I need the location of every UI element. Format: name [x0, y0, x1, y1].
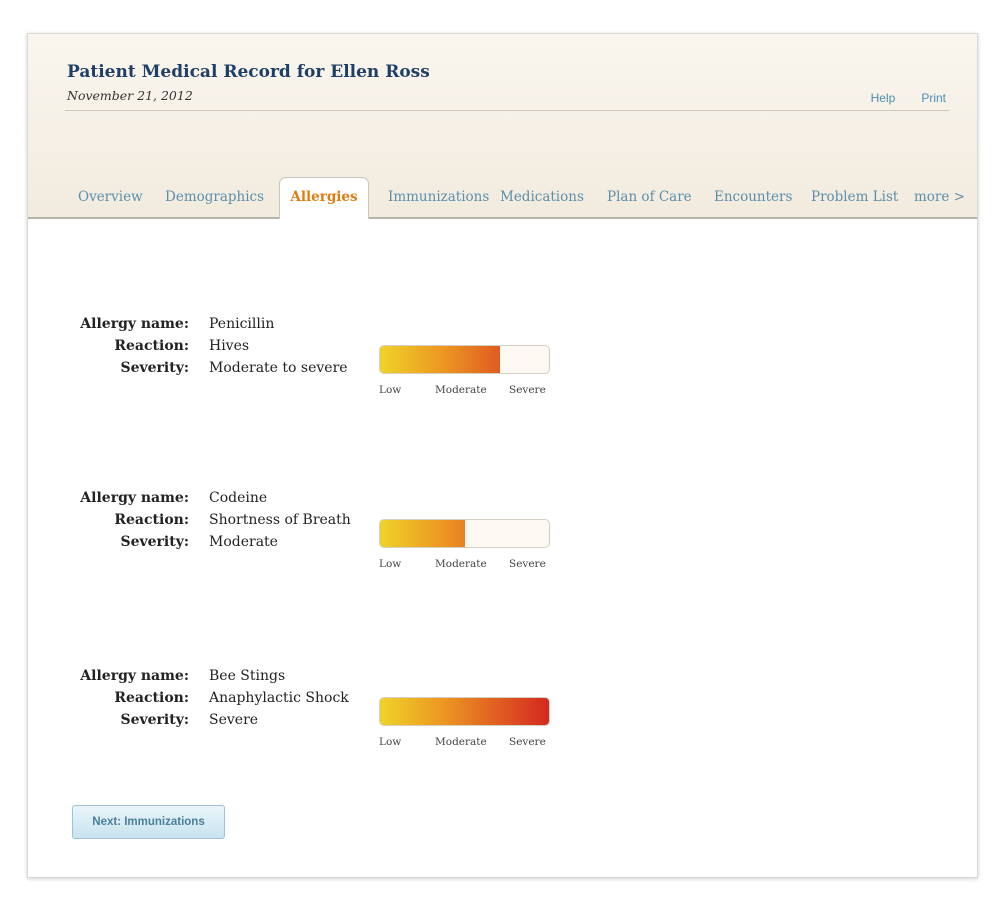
header-divider	[65, 110, 949, 111]
utility-links: Help Print	[871, 91, 946, 105]
allergy-name-value: Penicillin	[209, 316, 275, 332]
severity-label: Severity:	[120, 534, 189, 550]
tab-problem-list[interactable]: Problem List	[811, 189, 899, 205]
reaction-value: Hives	[209, 338, 250, 354]
allergy-name-value: Bee Stings	[209, 668, 286, 684]
allergy-entry: Allergy name: Penicillin Reaction: Hives…	[28, 316, 977, 416]
severity-scale-moderate: Moderate	[435, 736, 487, 748]
severity-meter-fill	[380, 698, 549, 725]
severity-scale-low: Low	[379, 558, 402, 570]
severity-scale-severe: Severe	[509, 558, 546, 570]
next-immunizations-button[interactable]: Next: Immunizations	[72, 805, 225, 839]
medical-record-card: Patient Medical Record for Ellen Ross No…	[27, 33, 978, 878]
allergy-entry: Allergy name: Codeine Reaction: Shortnes…	[28, 490, 977, 590]
severity-meter	[379, 697, 550, 726]
tab-medications[interactable]: Medications	[500, 189, 584, 205]
severity-scale-moderate: Moderate	[435, 384, 487, 396]
tab-immunizations[interactable]: Immunizations	[388, 189, 490, 205]
allergy-entry: Allergy name: Bee Stings Reaction: Anaph…	[28, 668, 977, 768]
tab-overview[interactable]: Overview	[78, 189, 143, 205]
severity-value: Moderate to severe	[209, 360, 348, 376]
reaction-label: Reaction:	[114, 338, 189, 354]
severity-meter	[379, 519, 550, 548]
tab-allergies[interactable]: Allergies	[279, 177, 369, 219]
record-header: Patient Medical Record for Ellen Ross No…	[28, 34, 977, 219]
severity-scale-severe: Severe	[509, 736, 546, 748]
print-link[interactable]: Print	[921, 91, 946, 105]
tab-demographics[interactable]: Demographics	[165, 189, 265, 205]
severity-meter	[379, 345, 550, 374]
reaction-value: Anaphylactic Shock	[209, 690, 349, 706]
severity-scale-low: Low	[379, 736, 402, 748]
tab-encounters[interactable]: Encounters	[714, 189, 793, 205]
severity-scale-low: Low	[379, 384, 402, 396]
reaction-value: Shortness of Breath	[209, 512, 351, 528]
record-date: November 21, 2012	[67, 88, 193, 103]
allergy-name-value: Codeine	[209, 490, 268, 506]
tab-more[interactable]: more >	[914, 189, 965, 205]
allergy-name-label: Allergy name:	[80, 668, 189, 684]
severity-value: Moderate	[209, 534, 278, 550]
severity-scale-moderate: Moderate	[435, 558, 487, 570]
allergy-name-label: Allergy name:	[80, 490, 189, 506]
severity-value: Severe	[209, 712, 259, 728]
severity-meter-fill	[380, 520, 465, 547]
page-title: Patient Medical Record for Ellen Ross	[67, 62, 430, 82]
reaction-label: Reaction:	[114, 512, 189, 528]
allergy-name-label: Allergy name:	[80, 316, 189, 332]
reaction-label: Reaction:	[114, 690, 189, 706]
severity-label: Severity:	[120, 712, 189, 728]
tab-plan-of-care[interactable]: Plan of Care	[607, 189, 692, 205]
severity-scale-severe: Severe	[509, 384, 546, 396]
severity-label: Severity:	[120, 360, 189, 376]
help-link[interactable]: Help	[870, 91, 896, 105]
severity-meter-fill	[380, 346, 500, 373]
